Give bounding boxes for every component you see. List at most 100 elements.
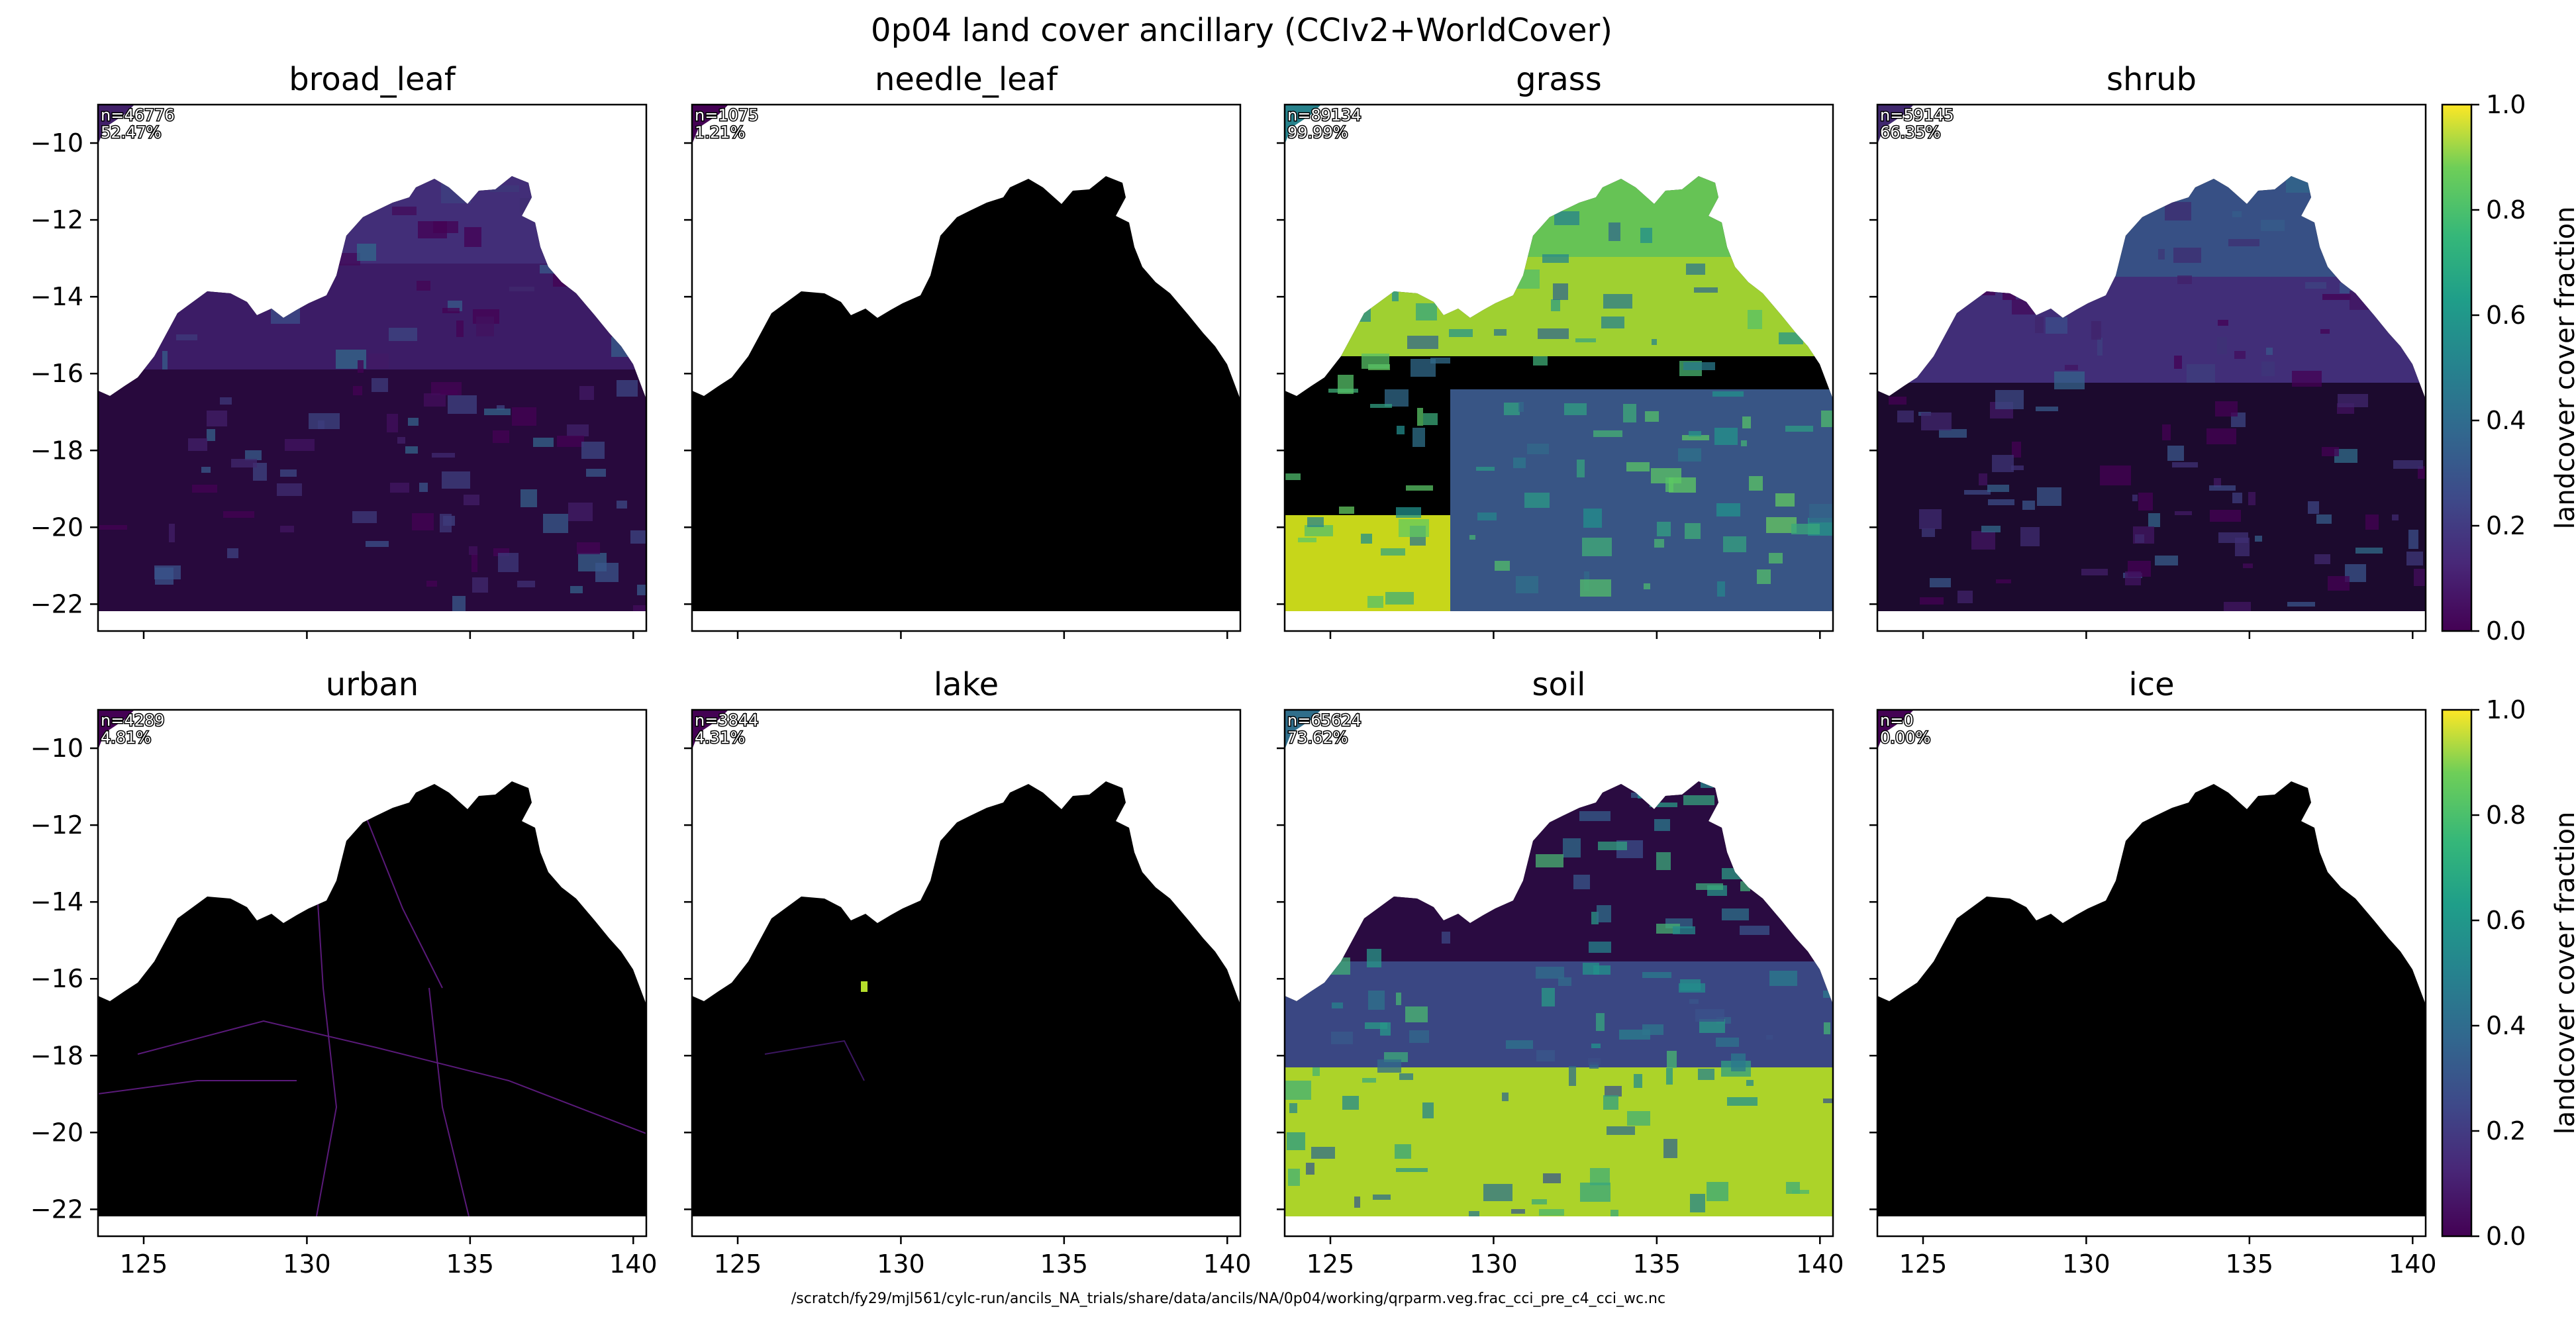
texture-cell (2243, 563, 2253, 568)
texture-cell (2263, 130, 2289, 138)
texture-cell (1516, 576, 1538, 593)
texture-cell (2404, 119, 2434, 124)
texture-cell (1536, 854, 1563, 867)
y-tick-label: −10 (30, 128, 83, 158)
texture-cell (1749, 476, 1763, 491)
panel-land (692, 176, 1240, 611)
colorbar-top: 0.0 0.2 0.4 0.6 0.8 1.0 landcover cover fracti… (2441, 90, 2576, 646)
texture-cell (638, 208, 646, 219)
texture-cell (1889, 397, 1907, 405)
texture-cell (577, 542, 600, 554)
texture-cell (2125, 571, 2141, 585)
texture-cell (397, 437, 405, 444)
texture-cell (1793, 224, 1824, 243)
texture-cell (1532, 1199, 1547, 1204)
texture-cell (1381, 548, 1405, 556)
texture-cell (543, 514, 568, 533)
texture-cell (2065, 365, 2078, 370)
texture-cell (1712, 391, 1744, 397)
texture-cell (169, 524, 175, 542)
texture-cell (1575, 338, 1596, 342)
texture-cell (2228, 239, 2259, 246)
x-tick-label: 140 (1796, 1249, 1844, 1279)
texture-cell (2328, 576, 2350, 591)
texture-cell (1610, 1210, 1618, 1216)
texture-cell (352, 511, 377, 523)
texture-cell (1726, 196, 1756, 207)
texture-cell (1328, 258, 1343, 267)
texture-cell (231, 459, 257, 467)
texture-cell (1686, 264, 1705, 275)
texture-cell (390, 483, 409, 493)
texture-cell (1504, 403, 1520, 415)
texture-cell (426, 581, 437, 587)
panel-texture (1877, 119, 2434, 611)
texture-cell (1939, 429, 1967, 438)
texture-cell (1365, 1022, 1387, 1029)
texture-cell (617, 380, 638, 397)
texture-cell (248, 110, 260, 115)
texture-cell (2187, 364, 2215, 383)
texture-cell (2175, 511, 2192, 515)
texture-cell (2047, 291, 2064, 299)
texture-cell (1285, 276, 1311, 288)
texture-cell (1757, 569, 1771, 584)
panel-title: lake (934, 666, 999, 703)
texture-cell (570, 586, 583, 593)
texture-cell (1385, 592, 1414, 605)
texture-cell (595, 563, 619, 582)
texture-cell (1726, 207, 1734, 226)
texture-cell (440, 514, 452, 532)
texture-cell (1506, 1040, 1533, 1049)
texture-cell (1469, 535, 1475, 540)
panel-title: grass (1516, 61, 1602, 98)
colorbar-tick-label: 0.8 (2486, 195, 2526, 224)
texture-cell (586, 469, 606, 477)
texture-cell (192, 485, 217, 493)
texture-cell (1576, 112, 1596, 116)
texture-cell (424, 393, 446, 407)
texture-cell (2036, 407, 2058, 411)
texture-cell (1824, 1022, 1830, 1034)
island-shape (1877, 710, 1914, 750)
texture-cell (1446, 738, 1471, 748)
texture-cell (1285, 473, 1301, 480)
texture-cell (1621, 716, 1652, 724)
texture-cell (1979, 473, 1987, 485)
texture-cell (637, 585, 646, 595)
texture-cell (357, 244, 376, 261)
texture-cell (1536, 967, 1564, 979)
texture-cell (1315, 303, 1322, 321)
texture-cell (1339, 507, 1354, 514)
texture-cell (1291, 305, 1308, 321)
panel-frame (1283, 103, 1834, 632)
texture-cell (353, 386, 362, 395)
texture-cell (101, 313, 109, 320)
texture-cell (2372, 242, 2397, 250)
texture-cell (1311, 1147, 1335, 1159)
texture-cell (1897, 411, 1914, 422)
texture-cell (484, 409, 511, 415)
texture-cell (1609, 222, 1620, 241)
texture-cell (2215, 401, 2238, 416)
texture-cell (464, 495, 479, 505)
texture-cell (2353, 176, 2359, 177)
texture-cell (172, 145, 179, 150)
texture-cell (162, 351, 168, 369)
panel-count: n=65624 (1287, 711, 1362, 730)
texture-cell (1538, 328, 1569, 339)
texture-cell (1640, 228, 1652, 243)
texture-cell (1563, 838, 1581, 857)
texture-cell (1452, 766, 1460, 770)
texture-cell (2393, 460, 2423, 469)
texture-cell (405, 131, 430, 146)
x-tick-label: 125 (1899, 1249, 1948, 1279)
texture-cell (1580, 579, 1611, 597)
texture-cell (1627, 1111, 1650, 1126)
texture-cell (1716, 503, 1740, 516)
texture-cell (1396, 507, 1421, 518)
texture-cell (611, 337, 638, 357)
texture-cell (2255, 536, 2262, 542)
texture-cell (456, 320, 464, 337)
texture-cell (1817, 207, 1822, 214)
